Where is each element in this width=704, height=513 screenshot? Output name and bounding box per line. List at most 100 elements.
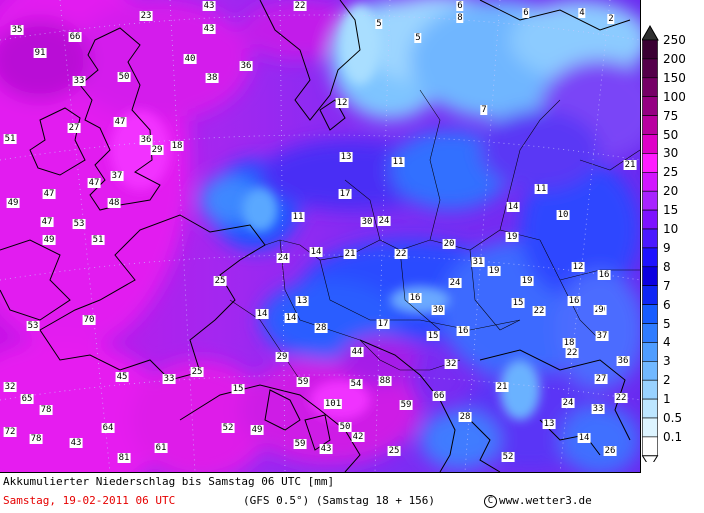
- precip-value-label: 66: [432, 391, 446, 401]
- legend-swatch: [642, 39, 658, 60]
- precip-value-label: 25: [387, 446, 401, 456]
- precip-value-label: 33: [72, 76, 86, 86]
- precip-value-label: 59: [293, 439, 307, 449]
- precip-value-label: 81: [117, 453, 131, 463]
- precip-value-label: 19: [487, 266, 501, 276]
- precip-value-label: 72: [3, 427, 17, 437]
- precip-value-label: 25: [190, 367, 204, 377]
- precip-value-label: 14: [309, 247, 323, 257]
- legend-tick-label: 5: [663, 316, 671, 331]
- legend-tick-label: 200: [663, 51, 686, 66]
- legend-tick-label: 25: [663, 165, 679, 180]
- precip-value-label: 24: [561, 398, 575, 408]
- precip-value-label: 27: [594, 374, 608, 384]
- precip-value-label: 5: [375, 19, 383, 29]
- precip-value-label: 35: [10, 25, 24, 35]
- legend-swatch: [642, 436, 658, 457]
- precip-value-label: 30: [360, 217, 374, 227]
- precip-value-label: 12: [335, 98, 349, 108]
- legend-tick-label: 150: [663, 70, 686, 85]
- precip-value-label: 54: [349, 379, 363, 389]
- precip-value-label: 32: [444, 359, 458, 369]
- precip-value-label: 33: [591, 404, 605, 414]
- precip-value-label: 14: [255, 309, 269, 319]
- precip-value-label: 36: [139, 135, 153, 145]
- precip-value-label: 65: [20, 394, 34, 404]
- precip-value-label: 15: [231, 384, 245, 394]
- legend-swatch: [642, 342, 658, 362]
- legend-swatch: [642, 96, 658, 116]
- precip-value-label: 21: [495, 382, 509, 392]
- map-canvas: [0, 0, 640, 472]
- precip-value-label: 14: [577, 433, 591, 443]
- precip-value-label: 36: [239, 61, 253, 71]
- legend-swatch: [642, 247, 658, 268]
- legend-swatch: [642, 417, 658, 438]
- legend-tick-label: 0.5: [663, 411, 683, 425]
- color-legend: 250 200 150 100 75 50 30 25 20 15 10 9 8 7 6 5 4 3 2 1 0.5 0.…: [642, 22, 704, 462]
- precip-value-label: 24: [276, 253, 290, 263]
- precip-value-label: 78: [39, 405, 53, 415]
- precip-value-label: 48: [107, 198, 121, 208]
- precip-value-label: 22: [614, 393, 628, 403]
- precip-value-label: 30: [431, 305, 445, 315]
- precip-value-label: 17: [338, 189, 352, 199]
- precip-value-label: 17: [376, 319, 390, 329]
- precip-value-label: 22: [565, 348, 579, 358]
- legend-tick-label: 8: [663, 259, 671, 274]
- legend-tick-label: 3: [663, 354, 671, 369]
- precip-value-label: 14: [506, 202, 520, 212]
- precip-value-label: 64: [101, 423, 115, 433]
- legend-bottom-arrow: [642, 455, 659, 462]
- precip-detail: [110, 5, 540, 420]
- precip-value-label: 49: [42, 235, 56, 245]
- precip-value-label: 61: [154, 443, 168, 453]
- model-run: (GFS 0.5°) (Samstag 18 + 156): [243, 494, 436, 507]
- legend-swatch: [642, 379, 658, 400]
- precip-value-label: 47: [87, 178, 101, 188]
- precip-value-label: 29: [275, 352, 289, 362]
- precip-value-label: 11: [291, 212, 305, 222]
- precip-value-label: 5: [414, 33, 422, 43]
- precip-value-label: 91: [33, 48, 47, 58]
- precip-value-label: 16: [408, 293, 422, 303]
- precipitation-map: 23 43 22 6 6 8 4 2 35 66 43 5 5 91 40 36 33 50 38 12 7 47 27 51…: [0, 0, 641, 473]
- precip-value-label: 11: [391, 157, 405, 167]
- map-footer: Akkumulierter Niederschlag bis Samstag 0…: [0, 473, 640, 513]
- precip-value-label: 28: [458, 412, 472, 422]
- legend-tick-label: 6: [663, 297, 671, 312]
- legend-tick-label: 30: [663, 146, 679, 161]
- precip-value-label: 50: [117, 72, 131, 82]
- legend-swatch: [642, 153, 658, 173]
- precip-value-label: 43: [69, 438, 83, 448]
- precip-value-label: 13: [339, 152, 353, 162]
- precip-value-label: 9: [597, 305, 605, 315]
- precip-value-label: 11: [534, 184, 548, 194]
- precip-value-label: 53: [72, 219, 86, 229]
- precip-value-label: 4: [578, 8, 586, 18]
- valid-date: Samstag, 19-02-2011 06 UTC: [3, 494, 176, 507]
- precip-value-label: 23: [139, 11, 153, 21]
- precip-value-label: 37: [595, 331, 609, 341]
- graticule: [0, 0, 640, 472]
- copyright-icon: C: [484, 494, 497, 508]
- precip-value-label: 27: [67, 123, 81, 133]
- legend-swatch: [642, 285, 658, 305]
- precip-value-label: 12: [571, 262, 585, 272]
- legend-tick-label: 9: [663, 240, 671, 255]
- precip-value-label: 40: [183, 54, 197, 64]
- legend-tick-label: 250: [663, 33, 686, 47]
- precip-value-label: 52: [221, 423, 235, 433]
- precip-value-label: 33: [162, 374, 176, 384]
- legend-tick-label: 75: [663, 108, 679, 123]
- precip-value-label: 6: [522, 8, 530, 18]
- copyright-text[interactable]: www.wetter3.de: [499, 494, 592, 507]
- legend-swatch: [642, 266, 658, 287]
- precip-value-label: 52: [501, 452, 515, 462]
- precip-value-label: 18: [562, 338, 576, 348]
- precip-value-label: 47: [40, 217, 54, 227]
- legend-top-arrow: [642, 24, 659, 41]
- precip-value-label: 59: [399, 400, 413, 410]
- precip-value-label: 21: [343, 249, 357, 259]
